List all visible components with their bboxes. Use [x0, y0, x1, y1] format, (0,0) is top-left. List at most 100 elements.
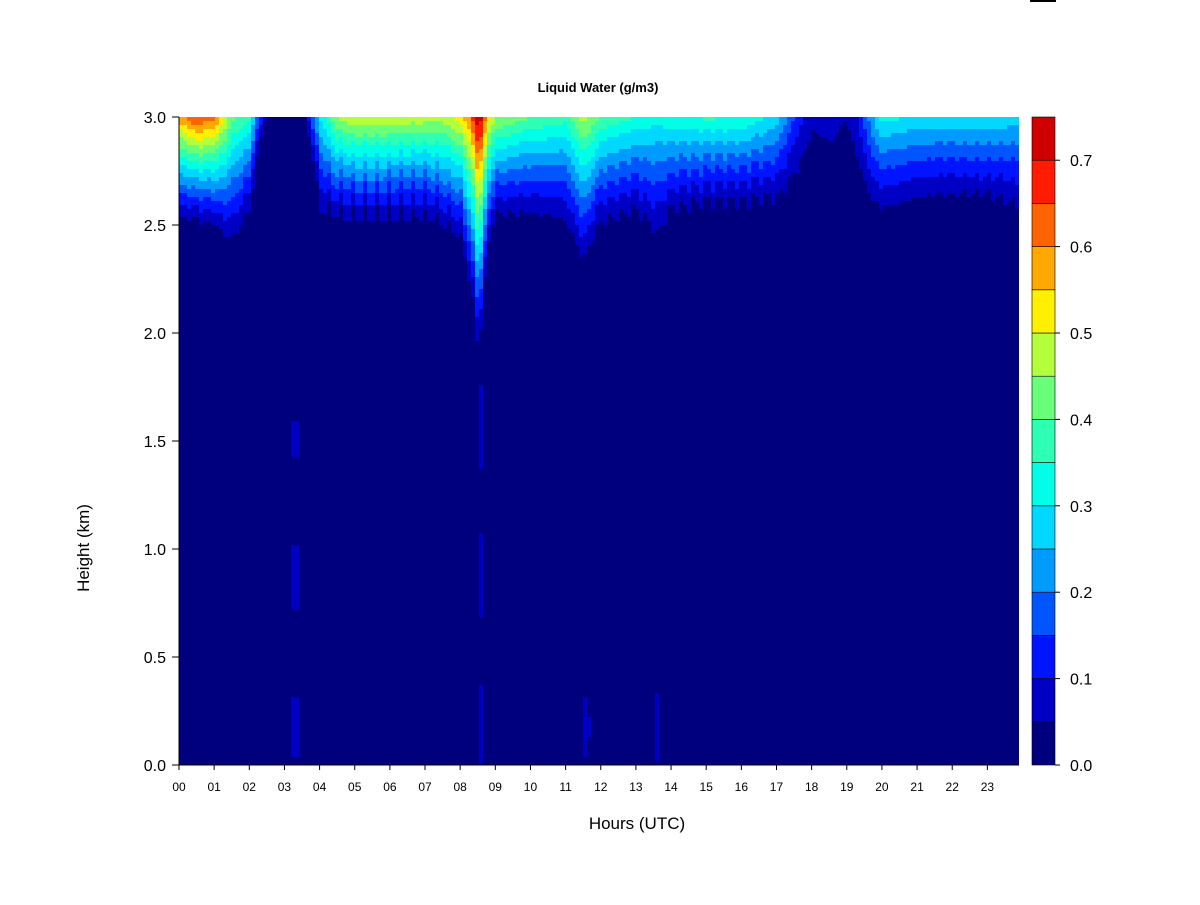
heatmap-cell	[227, 169, 231, 173]
heatmap-cell	[319, 125, 323, 129]
heatmap-cell	[251, 149, 255, 153]
heatmap-cell	[931, 157, 935, 161]
heatmap-cell	[1015, 125, 1019, 129]
heatmap-cell	[967, 157, 971, 161]
heatmap-cell	[659, 217, 663, 221]
heatmap-cell	[475, 233, 479, 237]
heatmap-cell	[599, 217, 603, 221]
heatmap-cell	[359, 137, 363, 141]
heatmap-cell	[655, 153, 659, 157]
heatmap-cell	[451, 193, 455, 197]
heatmap-cell	[851, 129, 855, 133]
heatmap-cell	[471, 257, 475, 261]
heatmap-cell	[483, 197, 487, 201]
heatmap-cell	[763, 133, 767, 137]
heatmap-cell	[895, 133, 899, 137]
heatmap-cell	[427, 197, 431, 201]
heatmap-cell	[191, 181, 195, 185]
heatmap-cell	[207, 197, 211, 201]
heatmap-cell	[855, 149, 859, 153]
heatmap-cell	[599, 153, 603, 157]
heatmap-cell	[291, 745, 295, 749]
heatmap-cell	[179, 213, 183, 217]
heatmap-cell	[487, 169, 491, 173]
heatmap-cell	[623, 133, 627, 137]
heatmap-cell	[487, 213, 491, 217]
heatmap-cell	[207, 161, 211, 165]
heatmap-cell	[479, 297, 483, 301]
heatmap-cell	[507, 145, 511, 149]
heatmap-cell	[183, 181, 187, 185]
heatmap-cell	[599, 209, 603, 213]
heatmap-cell	[507, 189, 511, 193]
heatmap-cell	[539, 137, 543, 141]
heatmap-cell	[375, 181, 379, 185]
heatmap-cell	[415, 189, 419, 193]
heatmap-cell	[583, 161, 587, 165]
heatmap-cell	[399, 185, 403, 189]
heatmap-cell	[859, 149, 863, 153]
heatmap-cell	[943, 181, 947, 185]
heatmap-cell	[591, 133, 595, 137]
heatmap-cell	[647, 197, 651, 201]
heatmap-cell	[443, 189, 447, 193]
heatmap-cell	[527, 209, 531, 213]
heatmap-cell	[551, 193, 555, 197]
heatmap-cell	[655, 161, 659, 165]
heatmap-cell	[471, 181, 475, 185]
heatmap-cell	[467, 129, 471, 133]
heatmap-cell	[443, 193, 447, 197]
heatmap-cell	[971, 125, 975, 129]
heatmap-cell	[687, 125, 691, 129]
heatmap-cell	[463, 213, 467, 217]
heatmap-cell	[639, 157, 643, 161]
heatmap-cell	[915, 133, 919, 137]
heatmap-cell	[687, 197, 691, 201]
heatmap-cell	[611, 129, 615, 133]
heatmap-cell	[599, 201, 603, 205]
heatmap-cell	[639, 209, 643, 213]
heatmap-cell	[939, 117, 943, 121]
heatmap-cell	[735, 149, 739, 153]
heatmap-cell	[919, 153, 923, 157]
heatmap-cell	[863, 165, 867, 169]
heatmap-cell	[375, 193, 379, 197]
heatmap-cell	[747, 157, 751, 161]
heatmap-cell	[187, 149, 191, 153]
heatmap-cell	[359, 205, 363, 209]
heatmap-cell	[355, 185, 359, 189]
heatmap-cell	[895, 153, 899, 157]
heatmap-cell	[543, 149, 547, 153]
heatmap-cell	[691, 181, 695, 185]
heatmap-cell	[651, 149, 655, 153]
heatmap-cell	[983, 145, 987, 149]
heatmap-cell	[223, 225, 227, 229]
heatmap-cell	[535, 133, 539, 137]
heatmap-cell	[979, 129, 983, 133]
heatmap-cell	[983, 169, 987, 173]
heatmap-cell	[971, 181, 975, 185]
heatmap-cell	[531, 153, 535, 157]
heatmap-cell	[543, 121, 547, 125]
heatmap-cell	[487, 165, 491, 169]
heatmap-cell	[199, 209, 203, 213]
heatmap-cell	[619, 169, 623, 173]
heatmap-cell	[443, 145, 447, 149]
heatmap-cell	[1011, 165, 1015, 169]
heatmap-cell	[939, 137, 943, 141]
heatmap-cell	[319, 201, 323, 205]
heatmap-cell	[491, 193, 495, 197]
heatmap-cell	[775, 117, 779, 121]
heatmap-cell	[667, 193, 671, 197]
heatmap-cell	[439, 213, 443, 217]
heatmap-cell	[415, 201, 419, 205]
heatmap-cell	[659, 125, 663, 129]
heatmap-cell	[735, 153, 739, 157]
heatmap-cell	[183, 153, 187, 157]
heatmap-cell	[491, 117, 495, 121]
heatmap-cell	[731, 161, 735, 165]
heatmap-cell	[363, 173, 367, 177]
heatmap-cell	[431, 117, 435, 121]
heatmap-cell	[887, 141, 891, 145]
